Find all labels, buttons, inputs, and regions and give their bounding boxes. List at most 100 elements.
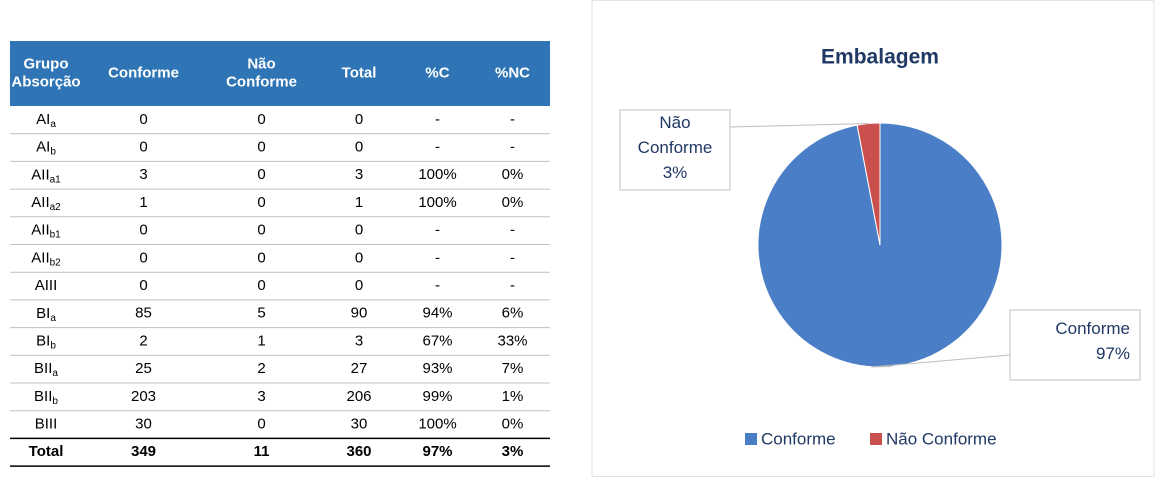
group-sub: a [50,118,56,129]
header-cell: Grupo Absorção [11,55,80,90]
label-box [619,109,731,191]
cell: 27 [351,360,368,377]
label-word: Conforme [638,138,713,157]
group-name: AII [31,194,49,211]
group-cell: AIIb1 [31,222,61,241]
label-box [1009,309,1141,381]
cell: 99% [422,388,452,405]
group-sub: b [50,340,56,351]
header-word: Grupo [24,55,69,72]
total-cell: 97% [422,443,452,460]
cell: 0 [139,277,147,294]
cell: - [510,249,515,266]
cell: 30 [351,416,368,433]
header-word: Conforme [226,73,297,90]
cell: 25 [135,360,152,377]
cell: 3 [355,166,363,183]
cell: 0 [257,277,265,294]
group-sub: a [52,368,58,379]
cell: 0% [502,166,524,183]
cell: - [435,277,440,294]
cell: - [435,139,440,156]
group-name: BII [34,360,52,377]
cell: 0 [139,111,147,128]
cell: 0 [139,249,147,266]
group-sub: b1 [50,229,62,240]
cell: - [435,249,440,266]
header-word: Absorção [11,73,80,90]
cell: - [510,139,515,156]
group-cell: AIa [36,111,56,130]
total-cell: 3% [502,443,524,460]
cell: 100% [418,416,456,433]
cell: - [510,111,515,128]
cell: 2 [257,360,265,377]
cell: 1 [139,194,147,211]
header-cell: %C [425,64,449,81]
label-value: 3% [663,163,688,182]
data-label: Não Conforme 3% [638,113,713,182]
cell: 7% [502,360,524,377]
group-cell: AIIa1 [31,166,61,185]
group-name: AII [31,249,49,266]
cell: 1 [257,332,265,349]
group-cell: AIIb2 [31,249,61,268]
cell: 93% [422,360,452,377]
cell: 0 [257,416,265,433]
cell: 0 [257,139,265,156]
cell: 0 [355,222,363,239]
cell: 2 [139,332,147,349]
group-name: AII [31,166,49,183]
group-name: AIII [35,277,58,294]
cell: 90 [351,305,368,322]
group-cell: BIII [35,416,58,433]
cell: 0% [502,416,524,433]
cell: 0 [355,277,363,294]
cell: 0 [355,139,363,156]
cell: 3 [355,332,363,349]
cell: 30 [135,416,152,433]
group-name: BI [36,332,50,349]
cell: 5 [257,305,265,322]
header-cell: Não Conforme [226,55,297,90]
cell: 0 [257,194,265,211]
cell: 3 [257,388,265,405]
cell: 3 [139,166,147,183]
cell: - [435,111,440,128]
cell: 6% [502,305,524,322]
label-value: 97% [1096,344,1130,363]
cell: 0 [257,249,265,266]
group-name: AI [36,111,50,128]
label-name: Conforme [1055,319,1130,338]
cell: 206 [346,388,371,405]
group-cell: BIa [36,305,56,324]
group-sub: b [52,395,58,406]
group-cell: BIIb [34,388,58,407]
legend-swatch [870,433,882,445]
group-name: AI [36,139,50,156]
cell: 100% [418,166,456,183]
legend-label: Conforme [761,429,836,448]
group-sub: a1 [50,174,62,185]
data-label: Conforme 97% [1055,319,1130,363]
header-bg [10,41,550,106]
cell: 0 [139,139,147,156]
leader-line [871,354,1011,368]
cell: 0 [355,111,363,128]
label-word: Não [659,113,690,132]
total-cell: Total [29,443,64,460]
group-sub: a2 [50,202,62,213]
group-name: AII [31,222,49,239]
cell: 0 [355,249,363,266]
cell: 0% [502,194,524,211]
legend-swatch [745,433,757,445]
group-name: BI [36,305,50,322]
cell: 1 [355,194,363,211]
group-sub: a [50,312,56,323]
total-cell: 349 [131,443,156,460]
group-sub: b [50,146,56,157]
cell: 85 [135,305,152,322]
group-name: BIII [35,416,58,433]
cell: 0 [257,166,265,183]
